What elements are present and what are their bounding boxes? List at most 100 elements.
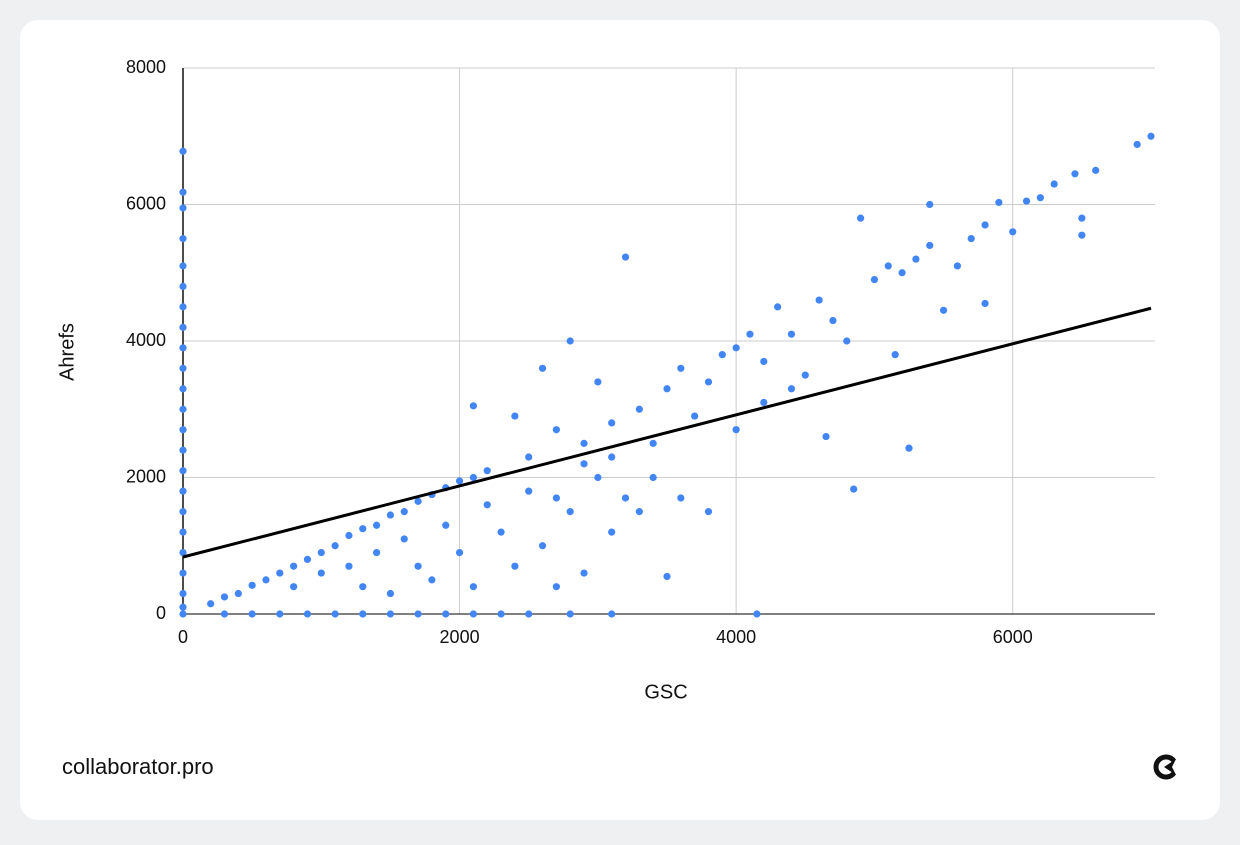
point <box>525 610 533 618</box>
point <box>953 262 962 270</box>
point <box>469 610 477 618</box>
point <box>455 477 464 485</box>
y-tick-label: 0 <box>156 603 166 623</box>
point <box>248 581 256 589</box>
point <box>469 402 477 410</box>
point <box>815 296 823 304</box>
point <box>905 444 913 452</box>
point <box>967 235 975 243</box>
point <box>290 562 298 570</box>
point <box>760 357 768 366</box>
point <box>760 398 768 407</box>
point <box>981 299 989 308</box>
point <box>538 542 547 550</box>
point <box>608 453 616 461</box>
point <box>552 583 560 591</box>
point <box>1078 214 1086 222</box>
point <box>635 508 643 516</box>
point <box>594 473 602 482</box>
point <box>1050 180 1058 188</box>
point <box>926 200 934 209</box>
point <box>179 548 187 557</box>
y-tick-label: 4000 <box>126 330 166 350</box>
point <box>857 214 865 222</box>
point <box>179 204 187 212</box>
point <box>649 473 657 482</box>
point <box>621 253 630 261</box>
point <box>732 426 740 434</box>
y-tick-label: 8000 <box>126 57 166 77</box>
point <box>345 531 353 540</box>
point <box>414 497 422 505</box>
point <box>829 316 837 325</box>
point <box>179 188 187 196</box>
point <box>331 610 339 618</box>
point <box>179 508 187 516</box>
point <box>469 473 477 482</box>
point <box>732 344 740 352</box>
point <box>891 351 899 359</box>
point <box>635 405 643 413</box>
point <box>926 241 934 250</box>
point <box>898 269 906 277</box>
point <box>179 487 187 495</box>
point <box>497 528 505 536</box>
point <box>303 555 312 564</box>
point <box>359 525 367 533</box>
point <box>483 501 491 509</box>
point <box>1147 132 1155 140</box>
point <box>234 589 242 598</box>
point <box>912 255 920 263</box>
point <box>663 572 671 581</box>
point <box>939 306 948 314</box>
point <box>1071 170 1079 178</box>
x-tick-label: 4000 <box>716 627 756 647</box>
point <box>1009 228 1017 236</box>
y-tick-label: 6000 <box>126 193 166 213</box>
logo <box>1153 754 1176 780</box>
point <box>179 589 187 598</box>
point <box>179 569 187 577</box>
point <box>179 262 187 270</box>
point <box>331 542 339 550</box>
point <box>746 330 754 338</box>
point <box>511 562 519 570</box>
point <box>400 535 408 543</box>
point <box>552 494 560 502</box>
point <box>649 439 657 447</box>
point <box>220 610 229 618</box>
point <box>850 485 858 493</box>
point <box>843 337 851 345</box>
point <box>608 528 616 536</box>
point <box>290 583 298 591</box>
point <box>386 610 395 618</box>
x-tick-label: 6000 <box>993 627 1033 647</box>
card <box>20 20 1220 820</box>
point <box>442 521 450 529</box>
point <box>608 419 616 427</box>
point <box>359 610 367 618</box>
point <box>179 446 187 454</box>
point <box>386 589 395 598</box>
point <box>179 405 187 413</box>
point <box>345 562 353 570</box>
point <box>179 610 187 618</box>
point <box>1078 231 1086 239</box>
point <box>455 548 464 557</box>
point <box>400 508 408 516</box>
point <box>594 378 602 386</box>
point <box>566 337 574 345</box>
point <box>469 583 477 591</box>
point <box>179 282 187 290</box>
point <box>538 364 547 372</box>
point <box>179 344 187 352</box>
point <box>179 147 187 155</box>
point <box>276 569 284 577</box>
point <box>179 303 187 311</box>
point <box>179 385 187 393</box>
point <box>248 610 256 618</box>
point <box>884 262 892 270</box>
point <box>801 371 809 379</box>
